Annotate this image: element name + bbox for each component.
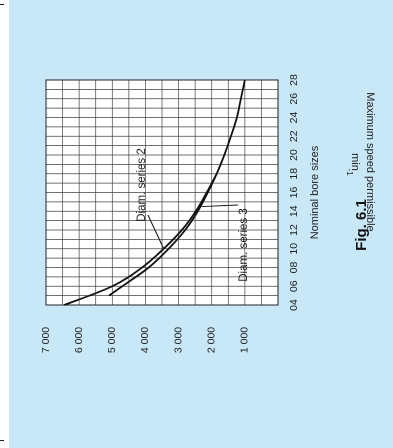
y-tick-label: 6 000: [73, 327, 85, 353]
series-label-2: Diam. series 2: [136, 148, 148, 222]
x-tick-label: 06: [288, 280, 300, 292]
figure-label: Fig. 6.1: [353, 199, 370, 251]
y-tick-label: 2 000: [205, 327, 217, 353]
x-tick-label: 22: [288, 130, 300, 142]
x-tick-label: 14: [288, 205, 300, 217]
y-axis-title: Maximum speed permissible: [364, 92, 376, 231]
x-tick-label: 04: [288, 299, 300, 311]
crop-mark-bottom: [0, 440, 4, 441]
x-tick-label: 16: [288, 187, 300, 199]
x-tick-label: 18: [288, 168, 300, 180]
x-tick-label: 20: [288, 149, 300, 161]
y-axis-unit-exponent: -1: [345, 168, 354, 176]
series-line-1: [63, 173, 218, 306]
series-leader-2: [147, 214, 165, 249]
series-line-2: [108, 79, 246, 297]
y-tick-label: 4 000: [139, 327, 151, 353]
x-tick-label: 10: [288, 243, 300, 255]
y-tick-label: 5 000: [106, 327, 118, 353]
x-axis-title: Nominal bore sizes: [309, 145, 321, 239]
y-tick-label: 1 000: [239, 327, 251, 353]
x-tick-label: 12: [288, 224, 300, 236]
series-leader-3: [201, 204, 239, 208]
y-tick-label: 3 000: [172, 327, 184, 353]
y-tick-label: 7 000: [40, 327, 52, 353]
x-tick-label: 28: [288, 74, 300, 86]
x-tick-label: 26: [288, 93, 300, 105]
y-axis-unit: min: [349, 153, 361, 171]
x-tick-label: 24: [288, 112, 300, 124]
series-label-3: Diam. series 3: [238, 208, 250, 282]
plot-border: [45, 79, 279, 306]
x-tick-label: 08: [288, 262, 300, 274]
crop-mark-top: [0, 4, 4, 5]
